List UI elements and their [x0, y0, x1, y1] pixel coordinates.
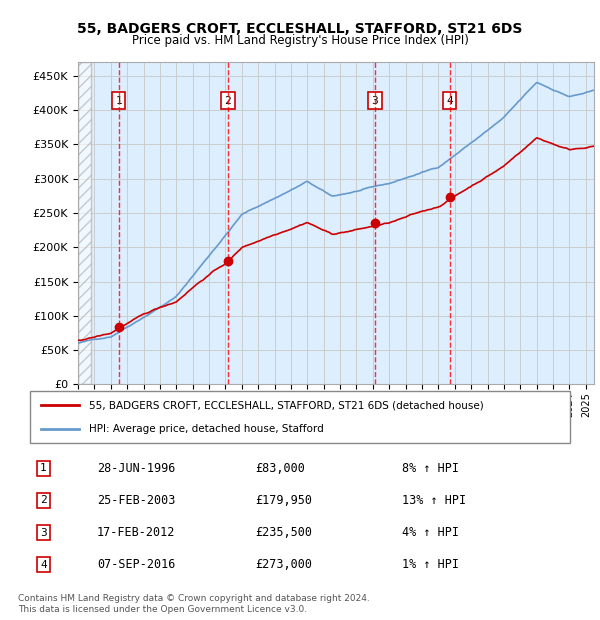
Text: 55, BADGERS CROFT, ECCLESHALL, STAFFORD, ST21 6DS (detached house): 55, BADGERS CROFT, ECCLESHALL, STAFFORD,…: [89, 401, 484, 410]
HPI: Average price, detached house, Stafford: (2.02e+03, 3.54e+05): Average price, detached house, Stafford:…: [469, 138, 476, 145]
Text: Price paid vs. HM Land Registry's House Price Index (HPI): Price paid vs. HM Land Registry's House …: [131, 34, 469, 47]
Text: 1: 1: [40, 463, 47, 474]
HPI: Average price, detached house, Stafford: (2.01e+03, 2.95e+05): Average price, detached house, Stafford:…: [304, 178, 311, 185]
Bar: [78, 62, 91, 384]
HPI: Average price, detached house, Stafford: (2.02e+03, 4.4e+05): Average price, detached house, Stafford:…: [533, 79, 541, 86]
Text: £235,500: £235,500: [255, 526, 312, 539]
Text: 2: 2: [224, 95, 231, 105]
55, BADGERS CROFT, ECCLESHALL, STAFFORD, ST21 6DS (detached house): [304, 219, 311, 226]
Text: 8% ↑ HPI: 8% ↑ HPI: [401, 462, 458, 475]
HPI: Average price, detached house, Stafford: (2.03e+03, 4.29e+05): Average price, detached house, Stafford:…: [590, 87, 598, 94]
HPI: Average price, detached house, Stafford: (2.01e+03, 2.84e+05): Average price, detached house, Stafford:…: [359, 185, 366, 193]
Text: 55, BADGERS CROFT, ECCLESHALL, STAFFORD, ST21 6DS: 55, BADGERS CROFT, ECCLESHALL, STAFFORD,…: [77, 22, 523, 36]
HPI: Average price, detached house, Stafford: (2e+03, 1.23e+05): Average price, detached house, Stafford:…: [167, 296, 174, 304]
Text: 1% ↑ HPI: 1% ↑ HPI: [401, 558, 458, 571]
55, BADGERS CROFT, ECCLESHALL, STAFFORD, ST21 6DS (detached house): [590, 143, 598, 150]
55, BADGERS CROFT, ECCLESHALL, STAFFORD, ST21 6DS (detached house): [74, 337, 82, 344]
55, BADGERS CROFT, ECCLESHALL, STAFFORD, ST21 6DS (detached house): [469, 181, 476, 188]
Text: 4: 4: [40, 560, 47, 570]
Text: 4: 4: [446, 95, 453, 105]
55, BADGERS CROFT, ECCLESHALL, STAFFORD, ST21 6DS (detached house): [533, 134, 541, 141]
HPI: Average price, detached house, Stafford: (1.99e+03, 6.01e+04): Average price, detached house, Stafford:…: [74, 339, 82, 347]
Line: 55, BADGERS CROFT, ECCLESHALL, STAFFORD, ST21 6DS (detached house): 55, BADGERS CROFT, ECCLESHALL, STAFFORD,…: [78, 138, 594, 340]
HPI: Average price, detached house, Stafford: (2.02e+03, 3.4e+05): Average price, detached house, Stafford:…: [457, 147, 464, 154]
Text: 25-FEB-2003: 25-FEB-2003: [97, 494, 175, 507]
HPI: Average price, detached house, Stafford: (2.01e+03, 2.92e+05): Average price, detached house, Stafford:…: [381, 180, 388, 188]
Text: £273,000: £273,000: [255, 558, 312, 571]
Text: 07-SEP-2016: 07-SEP-2016: [97, 558, 175, 571]
Text: 3: 3: [371, 95, 379, 105]
55, BADGERS CROFT, ECCLESHALL, STAFFORD, ST21 6DS (detached house): [359, 224, 366, 232]
Text: 3: 3: [40, 528, 47, 538]
Text: HPI: Average price, detached house, Stafford: HPI: Average price, detached house, Staf…: [89, 423, 324, 433]
Text: £179,950: £179,950: [255, 494, 312, 507]
Text: 1: 1: [115, 95, 122, 105]
Text: £83,000: £83,000: [255, 462, 305, 475]
Text: 13% ↑ HPI: 13% ↑ HPI: [401, 494, 466, 507]
Text: Contains HM Land Registry data © Crown copyright and database right 2024.
This d: Contains HM Land Registry data © Crown c…: [18, 595, 370, 614]
Text: 28-JUN-1996: 28-JUN-1996: [97, 462, 175, 475]
55, BADGERS CROFT, ECCLESHALL, STAFFORD, ST21 6DS (detached house): [167, 300, 174, 308]
Text: 17-FEB-2012: 17-FEB-2012: [97, 526, 175, 539]
Text: 4% ↑ HPI: 4% ↑ HPI: [401, 526, 458, 539]
Text: 2: 2: [40, 495, 47, 505]
55, BADGERS CROFT, ECCLESHALL, STAFFORD, ST21 6DS (detached house): [457, 189, 464, 197]
Line: HPI: Average price, detached house, Stafford: HPI: Average price, detached house, Staf…: [78, 82, 594, 343]
FancyBboxPatch shape: [30, 391, 570, 443]
55, BADGERS CROFT, ECCLESHALL, STAFFORD, ST21 6DS (detached house): [381, 219, 388, 227]
